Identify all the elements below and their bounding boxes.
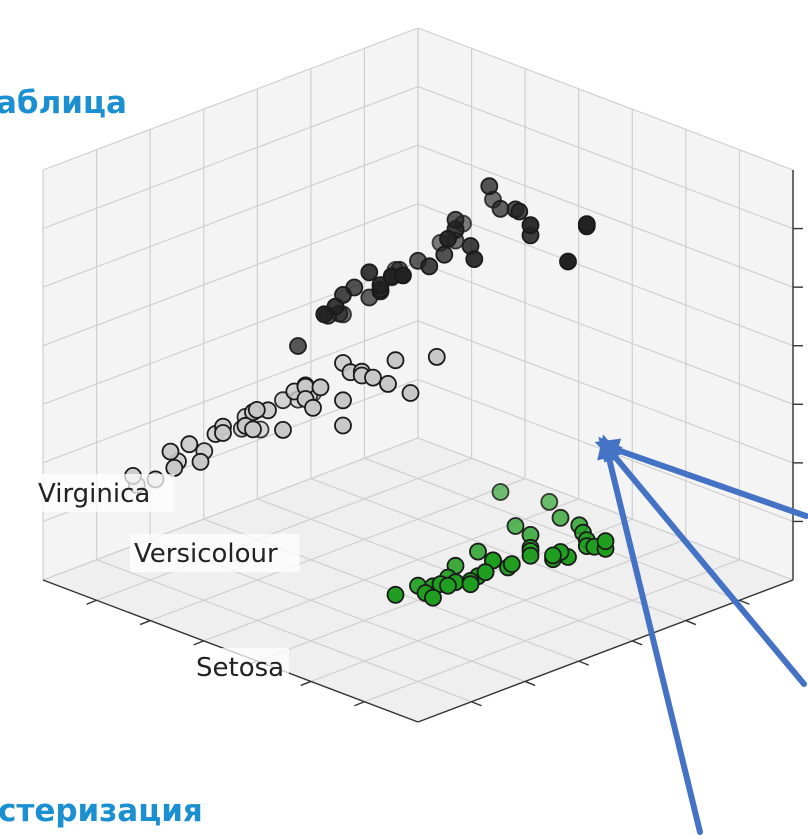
virginica-point [480,177,499,196]
grid-line [417,437,794,581]
axis-tick [139,619,151,626]
virginica-point [439,229,457,248]
versicolour-point [334,416,352,435]
axis-tick [524,680,536,687]
setosa-point [491,483,510,501]
grid-line [42,320,419,464]
grid-line [42,437,419,581]
grid-line [417,261,794,405]
versicolour-point [161,442,180,461]
setosa-point [506,517,525,535]
versicolour-point [401,384,420,402]
versicolour-point [191,452,210,471]
versicolour-point [427,347,446,366]
setosa-point [476,563,495,582]
grid-line [96,457,472,601]
grid-line [42,27,419,171]
grid-line [417,320,794,464]
slide-heading-bottom: стеризация [0,793,203,829]
versicolour-point [247,400,266,419]
setosa-point [461,575,480,594]
axis-tick [86,599,97,605]
annotation-bg [192,648,289,686]
versicolour-point [379,374,397,393]
virginica-point [510,202,529,221]
grid-line [417,86,794,230]
setosa-point [439,576,457,595]
axis-tick [739,599,750,605]
annotation-bg [130,534,300,572]
grid-line [364,457,740,601]
grid-line [310,478,687,622]
setosa-point [544,546,562,565]
setosa-point [521,546,540,565]
versicolour-point [304,398,322,417]
versicolour-point [165,458,184,477]
versicolour-point [274,420,292,439]
grid-line [42,144,419,288]
grid-line [417,203,794,347]
annotation-bg [34,474,175,512]
plot-points [124,177,615,607]
setosa-point [540,492,559,511]
grid-line [364,559,740,703]
versicolour-point [334,391,352,410]
pointer-arrow-3 [597,434,703,835]
grid-line [42,86,419,230]
plot-annotations: Virginica Versicolour Setosa [34,474,300,686]
versicolour-point [180,435,199,454]
grid-line [310,538,687,682]
grid-line [42,203,419,347]
axis-tick [193,640,204,646]
grid-line [96,559,472,703]
virginica-point [435,245,454,264]
axis-tick [578,660,589,666]
virginica-point [491,199,510,218]
axis-tick [300,680,312,687]
virginica-point [446,210,465,229]
virginica-point [289,337,307,355]
annotation-label-versicolour: Versicolour [134,539,278,569]
virginica-point [315,305,334,324]
axis-tick [354,701,365,707]
setosa-point [386,585,405,604]
virginica-point [360,263,379,282]
virginica-point [577,215,596,234]
setosa-point [469,542,487,561]
y-axis-line [417,579,794,723]
pointer-arrow-1 [594,438,808,519]
setosa-point [502,555,521,573]
virginica-point [559,252,577,271]
versicolour-point [244,420,262,439]
axis-tick [632,640,643,646]
setosa-point [596,532,615,551]
versicolour-point [386,351,405,370]
annotation-label-virginica: Virginica [38,479,150,509]
versicolour-point [364,368,382,387]
slide-heading-top: аблица [0,85,127,121]
grid-line [417,27,794,171]
right-wall-pane [43,28,418,580]
grid-line [417,144,794,288]
left-wall-pane [418,28,793,580]
setosa-point [424,588,442,607]
pointer-arrow-2 [598,436,807,687]
setosa-point [551,508,570,527]
pointer-arrows [594,434,808,835]
virginica-point [420,257,439,276]
virginica-point [465,250,484,269]
axis-tick [685,619,697,626]
versicolour-point [311,378,330,397]
virginica-point [394,266,412,285]
axis-tick [471,701,482,707]
virginica-point [521,216,540,235]
versicolour-point [214,424,232,442]
annotation-label-setosa: Setosa [196,653,284,683]
grid-line [149,478,526,622]
